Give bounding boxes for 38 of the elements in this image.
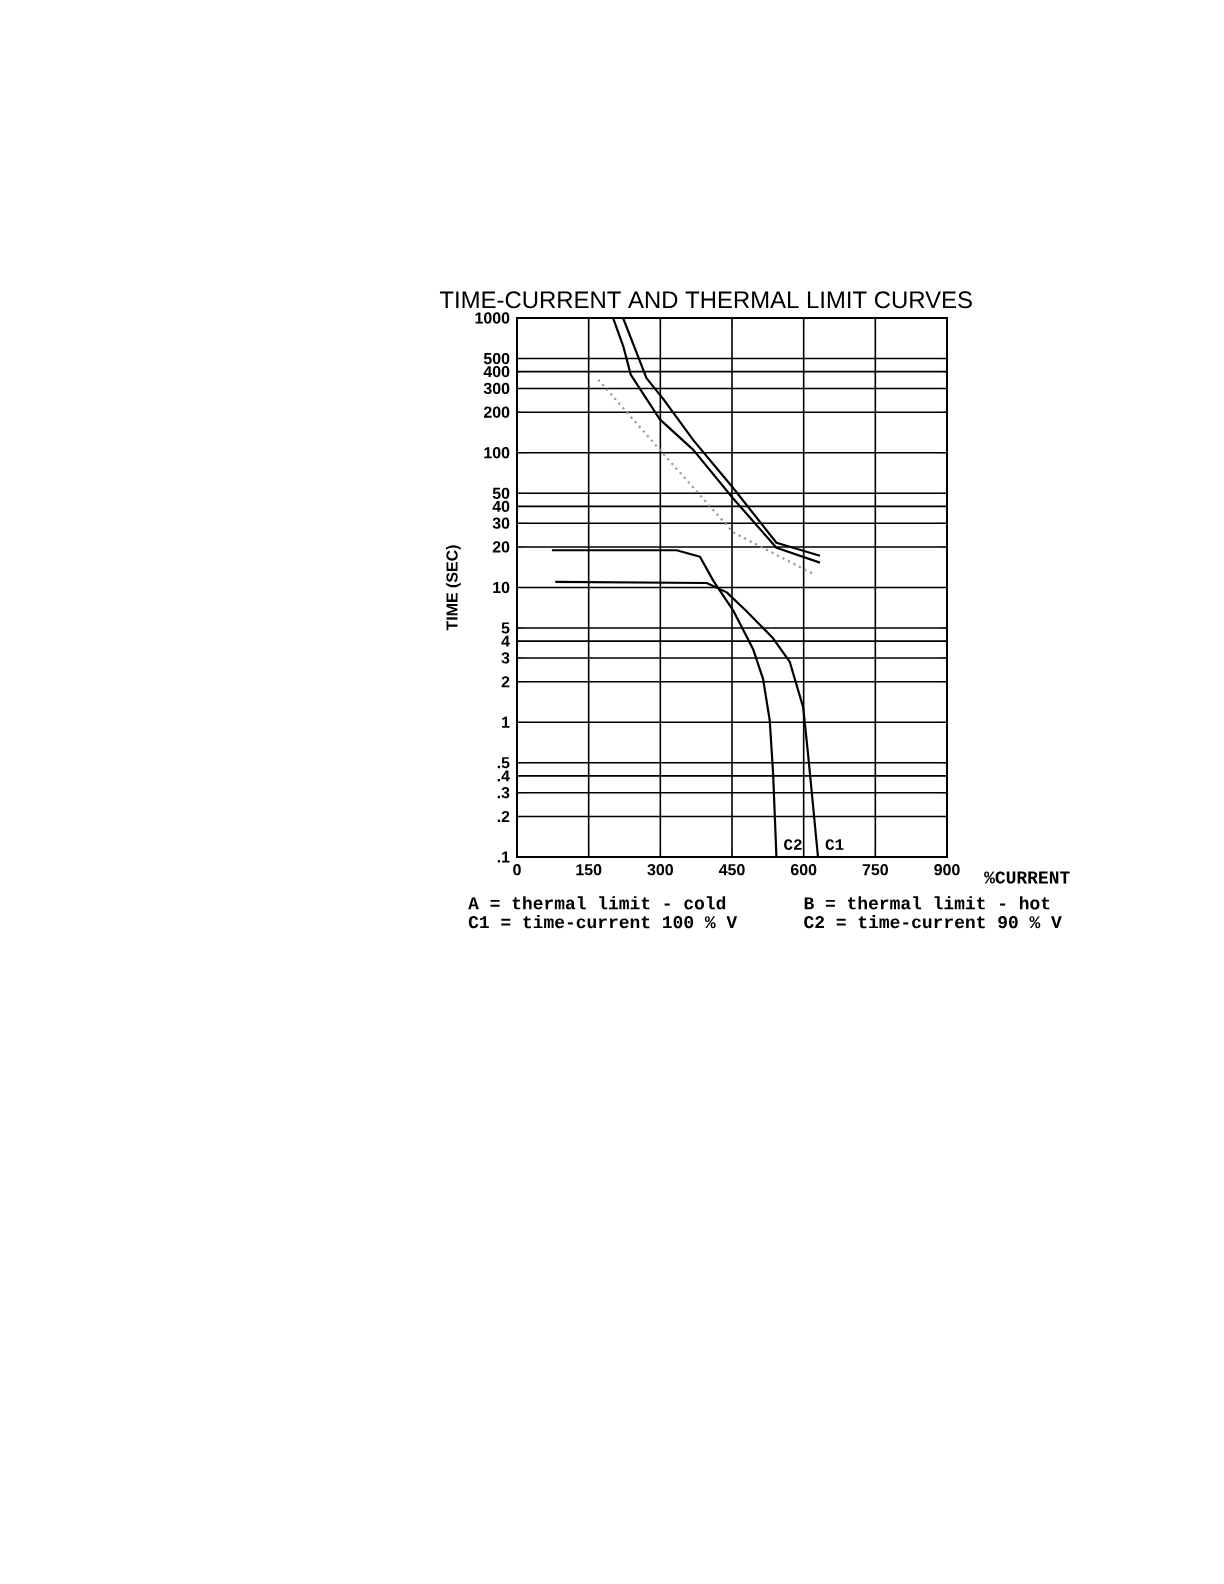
y-tick-label: 500: [483, 352, 510, 365]
y-tick-label: 200: [483, 406, 510, 418]
y-tick-label: 4: [501, 635, 510, 647]
y-tick-label: .2: [497, 810, 510, 822]
x-tick-label: 450: [718, 864, 745, 876]
x-tick-label: 750: [862, 864, 888, 876]
x-axis-title: %CURRENT: [984, 871, 1070, 884]
line-series: [597, 378, 815, 576]
y-tick-label: 50: [492, 487, 510, 499]
y-tick-label: 1: [502, 716, 510, 728]
y-tick-label: .4: [497, 770, 510, 782]
series-label: C1: [825, 839, 844, 850]
x-tick-label: 0: [513, 864, 521, 876]
y-tick-label: 20: [492, 541, 510, 553]
x-tick-label: 150: [576, 864, 602, 876]
x-tick-label: 600: [790, 864, 817, 876]
y-axis-title: TIME (SEC): [445, 545, 461, 631]
y-tick-label: .1: [497, 851, 510, 863]
text: C1 = time-current 100 % V: [468, 915, 738, 929]
y-tick-label: 100: [484, 447, 510, 459]
x-tick-label: 900: [934, 864, 960, 876]
x-tick-label: 300: [647, 864, 673, 876]
y-tick-label: .5: [497, 757, 510, 769]
y-tick-label: 3: [501, 652, 510, 664]
y-tick-label: 30: [492, 517, 510, 529]
chart-title: TIME-CURRENT AND THERMAL LIMIT CURVES: [439, 291, 972, 309]
y-tick-label: 300: [483, 382, 510, 395]
y-tick-label: .3: [497, 787, 510, 799]
text: C2 = time-current 90 % V: [804, 915, 1062, 929]
text: A = thermal limit - cold: [468, 896, 726, 910]
text: B = thermal limit - hot: [804, 896, 1050, 910]
y-tick-label: 5: [501, 622, 510, 634]
y-tick-label: 2: [501, 676, 510, 688]
y-tick-label: 40: [492, 500, 510, 513]
y-tick-label: 1000: [475, 312, 510, 324]
y-tick-label: 10: [493, 581, 510, 594]
y-tick-label: 400: [483, 365, 510, 378]
series-label: C2: [784, 839, 802, 850]
